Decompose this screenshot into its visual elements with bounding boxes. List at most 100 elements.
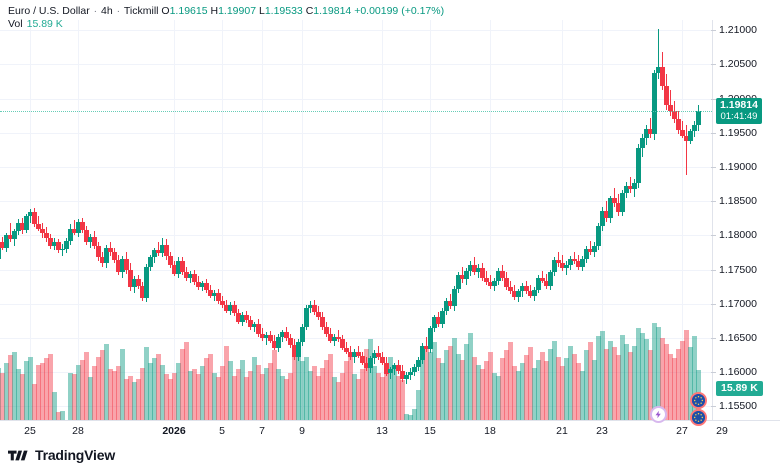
- candlestick-body: [0, 242, 1, 259]
- candlestick-body: [156, 250, 161, 254]
- candlestick-body: [108, 247, 113, 252]
- candlestick-wick: [574, 251, 575, 265]
- candlestick-body: [608, 198, 613, 218]
- volume-bar: [395, 375, 401, 420]
- candlestick-body: [680, 130, 685, 136]
- price-tick-dash: [711, 30, 716, 32]
- legend-exchange[interactable]: Tickmill: [123, 5, 159, 17]
- volume-bar: [691, 336, 697, 420]
- candlestick-body: [212, 292, 217, 296]
- volume-bar: [427, 351, 433, 420]
- volume-bar: [471, 356, 477, 420]
- volume-bar: [19, 374, 25, 420]
- volume-bar: [167, 378, 173, 420]
- candlestick-body: [316, 311, 321, 318]
- volume-bar: [279, 375, 285, 420]
- chart-plot-area[interactable]: [0, 20, 712, 420]
- candlestick-body: [336, 336, 341, 340]
- volume-bar: [487, 351, 493, 420]
- eu-flag-icon-bottom[interactable]: [690, 409, 707, 426]
- candlestick-body: [44, 232, 49, 239]
- volume-bar: [251, 356, 257, 420]
- grid-line-horizontal: [0, 167, 712, 168]
- candlestick-body: [60, 249, 65, 251]
- price-tick-dash: [711, 132, 716, 134]
- candlestick-body: [320, 317, 325, 327]
- tradingview-logo[interactable]: TradingView: [8, 448, 115, 462]
- time-tick-label: 2026: [162, 425, 186, 437]
- candlestick-body: [148, 257, 153, 267]
- candlestick-body: [480, 268, 485, 278]
- candlestick-wick: [630, 176, 631, 193]
- volume-bar: [243, 377, 249, 420]
- candlestick-body: [260, 333, 265, 338]
- volume-bar: [543, 361, 549, 420]
- volume-bar: [143, 347, 149, 420]
- legend-symbol[interactable]: Euro / U.S. Dollar: [8, 5, 90, 17]
- price-tick-label: 1.21000: [711, 24, 757, 36]
- time-tick-label: 18: [484, 425, 496, 437]
- candlestick-body: [16, 223, 21, 232]
- price-tick-label: 1.17000: [711, 298, 757, 310]
- lightning-bolt-icon[interactable]: [650, 406, 667, 423]
- grid-line-vertical: [222, 20, 223, 420]
- candlestick-body: [440, 310, 445, 325]
- volume-bar: [55, 412, 61, 420]
- candlestick-body: [104, 247, 109, 263]
- candlestick-body: [368, 358, 373, 369]
- candlestick-body: [656, 67, 661, 73]
- legend-symbol-row: Euro / U.S. Dollar · 4h · Tickmill O1.19…: [8, 5, 444, 18]
- time-tick-label: 29: [716, 425, 728, 437]
- volume-bar: [0, 372, 5, 420]
- candlestick-body: [660, 67, 665, 87]
- candlestick-body: [296, 342, 301, 358]
- volume-bar: [135, 378, 141, 420]
- candlestick-body: [524, 285, 529, 292]
- candlestick-body: [52, 242, 57, 247]
- volume-bar: [607, 340, 613, 420]
- candlestick-body: [324, 327, 329, 334]
- legend-sep-2: ·: [116, 5, 121, 17]
- candlestick-body: [184, 272, 189, 278]
- volume-bar: [475, 364, 481, 420]
- price-tick-dash: [711, 201, 716, 203]
- candlestick-body: [172, 265, 177, 274]
- candlestick-body: [252, 324, 257, 327]
- candlestick-body: [504, 277, 509, 288]
- price-tick-label: 1.17500: [711, 264, 757, 276]
- candlestick-wick: [558, 251, 559, 267]
- candlestick-body: [208, 290, 213, 296]
- volume-bar: [503, 350, 509, 420]
- volume-bar: [99, 350, 105, 420]
- candlestick-body: [640, 138, 645, 148]
- legend-timeframe[interactable]: 4h: [101, 5, 113, 17]
- candlestick-wick: [378, 346, 379, 360]
- candlestick-body: [276, 336, 281, 348]
- volume-bar: [15, 369, 21, 420]
- volume-bar: [27, 356, 33, 420]
- volume-bar: [451, 337, 457, 420]
- candlestick-body: [160, 244, 165, 254]
- volume-bar: [359, 369, 365, 420]
- candlestick-body: [4, 235, 9, 248]
- candlestick-body: [448, 301, 453, 307]
- price-scale[interactable]: 1.210001.205001.200001.195001.190001.185…: [711, 20, 780, 420]
- candlestick-body: [428, 328, 433, 349]
- candlestick-body: [76, 221, 81, 233]
- volume-bar: [435, 358, 441, 420]
- candlestick-body: [596, 225, 601, 247]
- price-tick-dash: [711, 167, 716, 168]
- eu-flag-icon-top[interactable]: [690, 392, 707, 409]
- candlestick-body: [632, 183, 637, 189]
- candlestick-body: [72, 228, 77, 233]
- volume-bar: [463, 344, 469, 420]
- volume-bar: [7, 355, 13, 420]
- candlestick-wick: [254, 321, 255, 333]
- candlestick-body: [464, 270, 469, 280]
- candlestick-body: [304, 307, 309, 327]
- time-scale[interactable]: 232528202657913151821232729: [0, 420, 780, 443]
- candlestick-body: [460, 275, 465, 280]
- candlestick-body: [664, 86, 669, 106]
- candlestick-body: [584, 249, 589, 259]
- grid-line-horizontal: [0, 303, 712, 305]
